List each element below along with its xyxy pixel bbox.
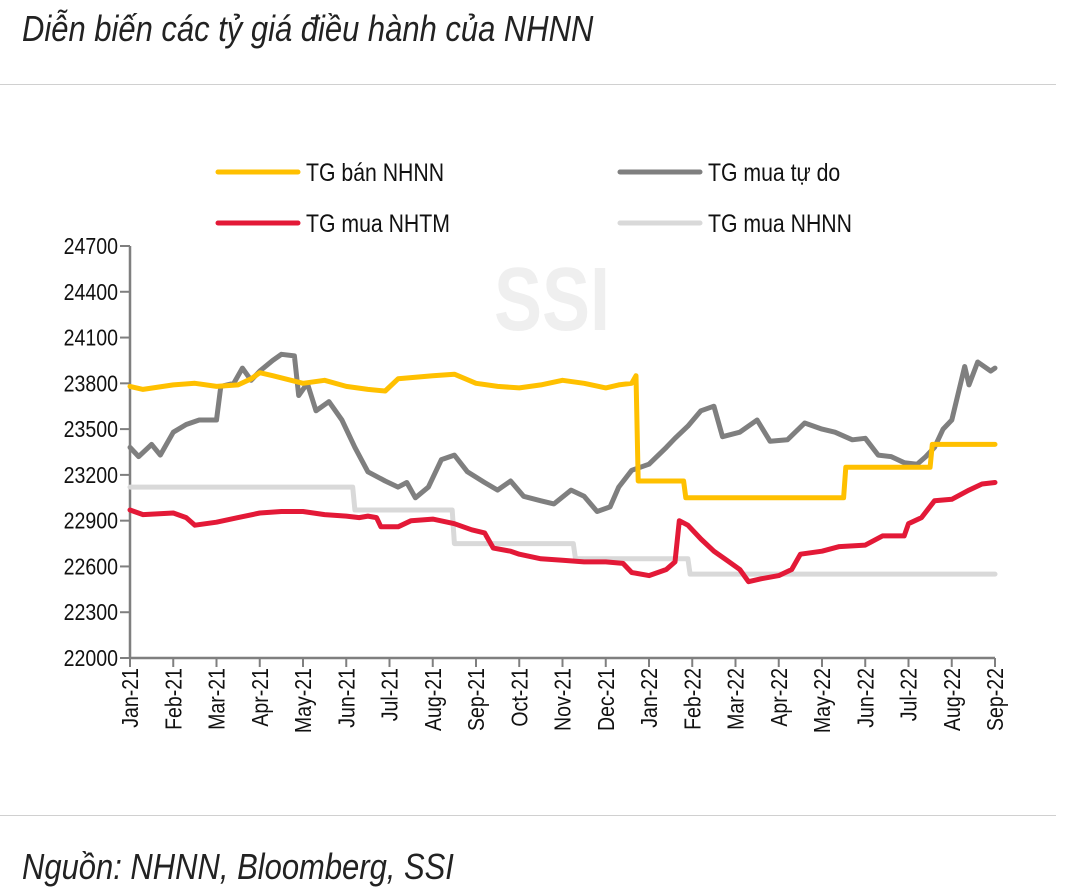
series-line-0 — [127, 370, 998, 501]
x-tick-label: Jul-21 — [377, 668, 403, 721]
y-tick-label: 22900 — [64, 508, 118, 534]
y-tick-label: 24100 — [64, 325, 118, 351]
x-tick-label: Dec-21 — [593, 668, 619, 731]
x-tick-label: Apr-21 — [247, 668, 273, 727]
y-tick-label: 24400 — [64, 279, 118, 305]
x-tick-label: Mar-22 — [723, 668, 749, 730]
y-tick-label: 23500 — [64, 417, 118, 443]
x-tick-label: Jun-21 — [334, 668, 360, 728]
watermark: SSI — [494, 249, 610, 349]
y-tick-label: 24700 — [64, 234, 118, 260]
x-tick-label: Jan-22 — [637, 668, 663, 728]
x-tick-label: Aug-22 — [939, 668, 965, 731]
bottom-divider — [0, 815, 1056, 816]
x-tick-label: Feb-22 — [680, 668, 706, 730]
chart-title: Diễn biến các tỷ giá điều hành của NHNN — [22, 8, 594, 49]
x-tick-label: May-22 — [810, 668, 836, 733]
x-tick-label: Sep-22 — [983, 668, 1009, 731]
y-tick-label: 22600 — [64, 554, 118, 580]
x-tick-label: Aug-21 — [420, 668, 446, 731]
x-tick-label: May-21 — [291, 668, 317, 733]
x-tick-label: Mar-21 — [204, 668, 230, 730]
source-note: Nguồn: NHNN, Bloomberg, SSI — [22, 846, 454, 887]
y-tick-label: 23200 — [64, 462, 118, 488]
legend-label-0: TG bán NHNN — [306, 158, 444, 186]
x-tick-label: Nov-21 — [550, 668, 576, 731]
top-divider — [0, 84, 1056, 85]
x-tick-label: Jun-22 — [853, 668, 879, 728]
legend-label-1: TG mua tự do — [708, 158, 840, 186]
legend-label-2: TG mua NHTM — [306, 209, 450, 237]
x-tick-label: Sep-21 — [464, 668, 490, 731]
x-tick-label: Feb-21 — [161, 668, 187, 730]
x-tick-label: Jan-21 — [118, 668, 144, 728]
x-tick-label: Jul-22 — [896, 668, 922, 721]
y-tick-label: 22300 — [64, 600, 118, 626]
series-line-2 — [127, 480, 998, 585]
legend-label-3: TG mua NHNN — [708, 209, 852, 237]
y-tick-label: 23800 — [64, 371, 118, 397]
x-tick-label: Oct-21 — [507, 668, 533, 727]
y-tick-label: 22000 — [64, 646, 118, 672]
series-line-3 — [127, 484, 998, 577]
x-tick-label: Apr-22 — [766, 668, 792, 727]
